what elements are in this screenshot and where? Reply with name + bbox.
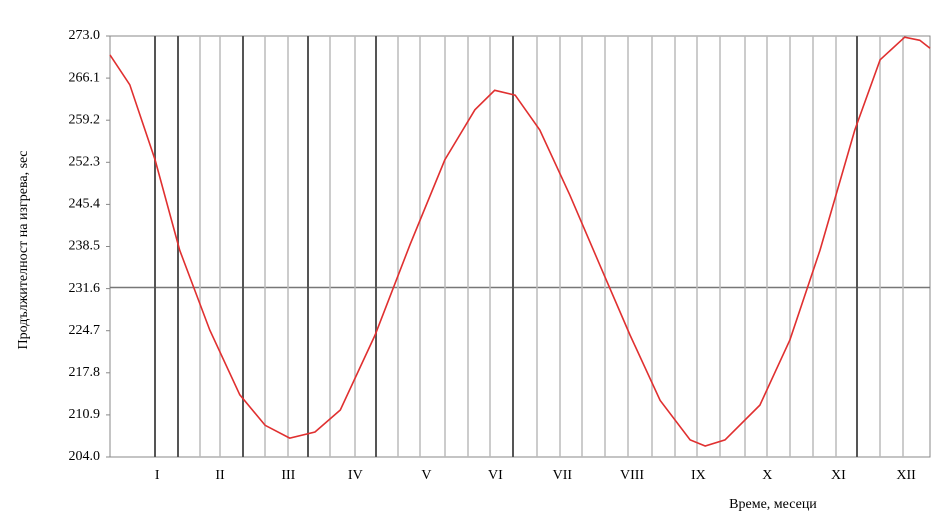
- y-axis-label: Продължителност на изгрева, sec: [16, 151, 31, 350]
- y-tick-label: 210.9: [69, 407, 101, 422]
- y-tick-label: 204.0: [69, 449, 101, 464]
- y-tick-label: 238.5: [69, 239, 101, 254]
- x-tick-label: X: [762, 468, 772, 483]
- x-tick-label: III: [281, 468, 295, 483]
- x-tick-label: VIII: [620, 468, 644, 483]
- x-axis-label: Време, месеци: [729, 497, 817, 512]
- y-tick-label: 217.8: [69, 365, 101, 380]
- y-tick-label: 259.2: [69, 112, 101, 127]
- x-tick-label: VI: [488, 468, 503, 483]
- x-tick-label: II: [215, 468, 225, 483]
- x-tick-label: VII: [553, 468, 573, 483]
- x-tick-label: IV: [348, 468, 363, 483]
- y-tick-label: 245.4: [69, 197, 101, 212]
- x-tick-label: IX: [691, 468, 706, 483]
- x-tick-label: V: [421, 468, 431, 483]
- y-tick-label: 266.1: [69, 70, 101, 85]
- y-tick-label: 231.6: [69, 281, 101, 296]
- plot-area: [109, 35, 931, 458]
- y-tick-label: 252.3: [69, 155, 101, 170]
- x-tick-label: I: [155, 468, 160, 483]
- x-tick-label: XII: [896, 468, 916, 483]
- data-line: [109, 36, 931, 447]
- y-tick-label: 224.7: [69, 323, 101, 338]
- y-tick-label: 273.0: [69, 28, 101, 43]
- x-tick-label: XI: [831, 468, 846, 483]
